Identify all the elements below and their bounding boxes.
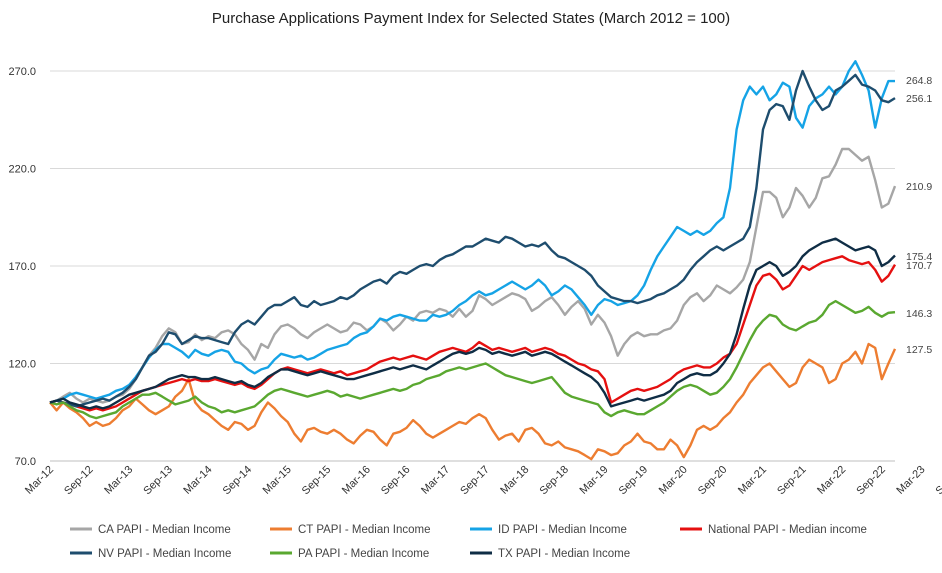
y-tick-label: 70.0 xyxy=(15,456,36,468)
x-tick-label: Mar-13 xyxy=(102,464,135,497)
legend-label: CT PAPI - Median Income xyxy=(298,524,431,536)
y-tick-label: 270.0 xyxy=(8,66,36,78)
x-tick-label: Mar-22 xyxy=(815,464,848,497)
legend-label: CA PAPI - Median Income xyxy=(98,524,231,536)
series-line xyxy=(49,255,897,412)
x-tick-label: Sep-14 xyxy=(221,464,255,498)
x-tick-label: Sep-13 xyxy=(141,464,175,498)
x-tick-label: Sep-15 xyxy=(300,464,334,498)
series-line xyxy=(49,60,895,404)
x-tick-label: Mar-19 xyxy=(578,464,611,497)
series-line xyxy=(49,299,896,420)
x-tick-label: Mar-12 xyxy=(23,464,56,497)
legend-label: TX PAPI - Median Income xyxy=(498,548,630,560)
x-tick-label: Sep-22 xyxy=(854,464,888,498)
series-line xyxy=(49,237,896,410)
legend-label: National PAPI - Median income xyxy=(708,524,867,536)
legend-label: PA PAPI - Median Income xyxy=(298,548,429,560)
x-tick-label: Mar-17 xyxy=(419,464,452,497)
y-tick-label: 120.0 xyxy=(8,359,36,371)
end-value-label: 127.5 xyxy=(906,344,932,356)
gridlines xyxy=(50,70,895,462)
x-tick-label: Mar-18 xyxy=(498,464,531,497)
x-axis-ticks: Mar-12 Sep-12 Mar-13 Sep-13 Mar-14 Sep-14 Mar-… xyxy=(23,464,942,498)
x-tick-label: Sep-19 xyxy=(617,464,651,498)
x-tick-label: Sep-20 xyxy=(696,464,730,498)
x-tick-label: Mar-15 xyxy=(261,464,294,497)
x-tick-label: Sep-17 xyxy=(458,464,492,498)
x-tick-label: Mar-20 xyxy=(657,464,690,497)
chart-title: Purchase Applications Payment Index for … xyxy=(212,10,730,27)
x-tick-label: Mar-14 xyxy=(181,464,214,497)
x-tick-label: Mar-16 xyxy=(340,464,373,497)
end-value-label: 264.8 xyxy=(906,75,932,87)
x-tick-label: Sep-16 xyxy=(379,464,413,498)
legend-label: NV PAPI - Median Income xyxy=(98,548,231,560)
end-value-label: 170.7 xyxy=(906,260,932,272)
y-axis-ticks: 70.0 120.0 170.0 220.0 270.0 xyxy=(8,66,36,468)
legend: CA PAPI - Median Income CT PAPI - Median … xyxy=(70,524,867,560)
x-tick-label: Sep-12 xyxy=(62,464,96,498)
x-tick-label: Mar-23 xyxy=(894,464,927,497)
y-tick-label: 170.0 xyxy=(8,261,36,273)
x-tick-label: Sep-21 xyxy=(775,464,809,498)
x-tick-label: Mar-21 xyxy=(736,464,769,497)
series-line xyxy=(49,342,897,461)
series-line xyxy=(49,69,896,408)
y-tick-label: 220.0 xyxy=(8,164,36,176)
x-tick-label: Sep-23 xyxy=(934,464,942,498)
legend-label: ID PAPI - Median Income xyxy=(498,524,627,536)
end-value-label: 210.9 xyxy=(906,181,932,193)
end-value-label: 146.3 xyxy=(906,308,932,320)
x-tick-label: Sep-18 xyxy=(537,464,571,498)
series-lines xyxy=(49,60,897,461)
end-value-label: 175.4 xyxy=(906,251,932,263)
end-value-label: 256.1 xyxy=(906,93,932,105)
